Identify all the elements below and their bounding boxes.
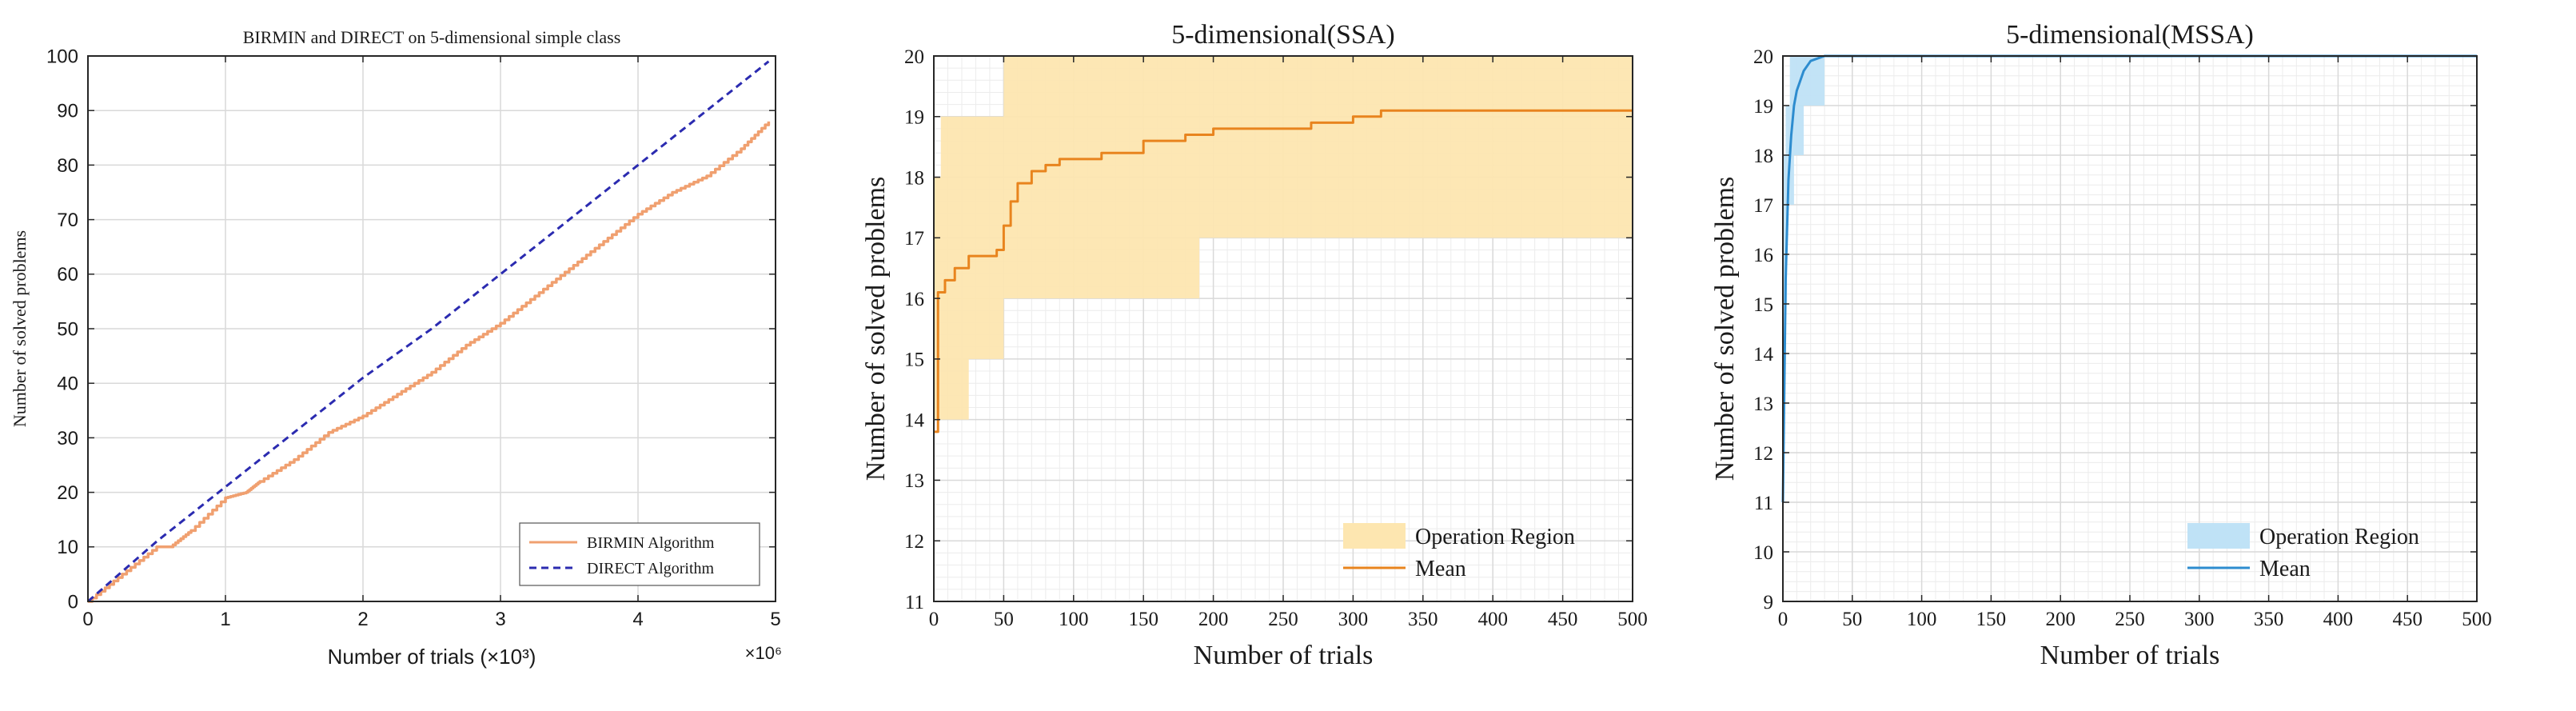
x-tick-label: 450 <box>1548 609 1578 630</box>
x-tick-label: 400 <box>2323 609 2354 630</box>
x-tick-label: 300 <box>2184 609 2215 630</box>
legend-label: DIRECT Algorithm <box>587 560 715 577</box>
y-tick-label: 50 <box>57 318 78 340</box>
chart-title: 5-dimensional(SSA) <box>1171 20 1395 50</box>
legend-label: Mean <box>1415 557 1466 581</box>
y-tick-label: 90 <box>57 101 78 122</box>
x-exponent-label: ×10⁶ <box>745 643 782 663</box>
x-tick-label: 250 <box>2115 609 2145 630</box>
y-tick-label: 14 <box>904 409 925 431</box>
y-tick-label: 10 <box>57 537 78 558</box>
series-line-direct-algorithm <box>87 60 770 603</box>
legend-region-swatch <box>2187 523 2250 549</box>
y-tick-label: 60 <box>57 264 78 286</box>
operation-region-area <box>934 56 1633 420</box>
x-tick-label: 50 <box>994 609 1014 630</box>
legend-label: Mean <box>2259 557 2311 581</box>
legend-region-swatch <box>1343 523 1406 549</box>
y-axis-label: Number of solved problems <box>861 177 891 481</box>
x-tick-label: 5 <box>770 609 780 630</box>
y-tick-label: 13 <box>904 470 924 492</box>
x-tick-label: 300 <box>1338 609 1369 630</box>
legend-label: Operation Region <box>1415 525 1575 549</box>
y-tick-label: 16 <box>904 289 924 310</box>
y-tick-label: 20 <box>57 482 78 504</box>
x-tick-label: 350 <box>1408 609 1438 630</box>
y-tick-label: 11 <box>1754 493 1773 514</box>
legend: BIRMIN Algorithm DIRECT Algorithm <box>519 522 760 586</box>
x-tick-label: 150 <box>1128 609 1158 630</box>
x-tick-label: 200 <box>2045 609 2076 630</box>
y-tick-label: 0 <box>68 591 78 613</box>
x-tick-label: 250 <box>1268 609 1298 630</box>
y-tick-label: 80 <box>57 155 78 177</box>
y-tick-label: 100 <box>46 46 78 67</box>
chart-title: BIRMIN and DIRECT on 5-dimensional simpl… <box>243 27 621 47</box>
x-tick-label: 500 <box>2462 609 2492 630</box>
legend-box <box>519 522 760 586</box>
y-tick-label: 19 <box>904 107 924 129</box>
x-axis-label: Number of trials <box>2040 641 2220 670</box>
chart-title: 5-dimensional(MSSA) <box>2006 20 2254 50</box>
y-tick-label: 19 <box>1753 96 1773 118</box>
y-tick-label: 20 <box>904 46 924 68</box>
y-tick-label: 17 <box>1753 195 1773 217</box>
x-tick-label: 50 <box>1842 609 1862 630</box>
x-tick-label: 0 <box>82 609 93 630</box>
x-axis-label: Number of trials <box>1194 641 1374 670</box>
y-tick-label: 9 <box>1764 592 1774 613</box>
x-tick-label: 1 <box>220 609 230 630</box>
x-tick-label: 100 <box>1907 609 1937 630</box>
y-tick-label: 15 <box>904 350 924 371</box>
series-line-mean <box>934 109 1633 433</box>
y-tick-label: 14 <box>1753 344 1774 365</box>
x-tick-label: 500 <box>1617 609 1648 630</box>
y-axis-label: Number of solved problems <box>1710 177 1740 481</box>
x-tick-label: 450 <box>2392 609 2422 630</box>
x-tick-label: 4 <box>632 609 643 630</box>
chart-panel-3: 0 50 100 150 200 250 300 350 400 450 500 9 10 11 12 13 1… <box>1710 20 2492 670</box>
x-tick-label: 350 <box>2254 609 2284 630</box>
y-tick-label: 17 <box>904 228 924 250</box>
y-tick-label: 16 <box>1753 245 1773 266</box>
legend-label: BIRMIN Algorithm <box>587 534 715 552</box>
x-tick-label: 200 <box>1198 609 1229 630</box>
x-axis-label: Number of trials (×10³) <box>328 645 536 669</box>
y-tick-label: 13 <box>1753 393 1773 415</box>
x-tick-label: 400 <box>1477 609 1508 630</box>
y-tick-label: 18 <box>1753 146 1773 167</box>
y-tick-label: 18 <box>904 167 924 189</box>
x-tick-label: 150 <box>1976 609 2007 630</box>
y-tick-label: 20 <box>1753 46 1773 68</box>
x-tick-label: 100 <box>1059 609 1089 630</box>
y-axis-label: Number of solved problems <box>10 230 30 427</box>
legend: Operation Region Mean <box>1343 523 1575 581</box>
y-tick-label: 70 <box>57 210 78 231</box>
series-line-mean <box>1781 54 2477 503</box>
chart-panel-2: 0 50 100 150 200 250 300 350 400 450 500 11 12 13 14 15… <box>861 20 1648 670</box>
x-tick-label: 0 <box>929 609 939 630</box>
y-tick-label: 30 <box>57 428 78 449</box>
y-tick-label: 10 <box>1753 542 1773 564</box>
legend-label: Operation Region <box>2259 525 2419 549</box>
x-tick-label: 0 <box>1778 609 1788 630</box>
y-tick-label: 11 <box>905 592 924 613</box>
y-tick-label: 12 <box>1753 443 1773 465</box>
y-tick-label: 15 <box>1753 294 1773 316</box>
y-tick-label: 12 <box>904 531 924 553</box>
legend: Operation Region Mean <box>2187 523 2419 581</box>
y-tick-label: 40 <box>57 373 78 395</box>
x-tick-label: 3 <box>495 609 505 630</box>
series-line-birmin-algorithm <box>88 121 771 603</box>
x-tick-label: 2 <box>357 609 368 630</box>
